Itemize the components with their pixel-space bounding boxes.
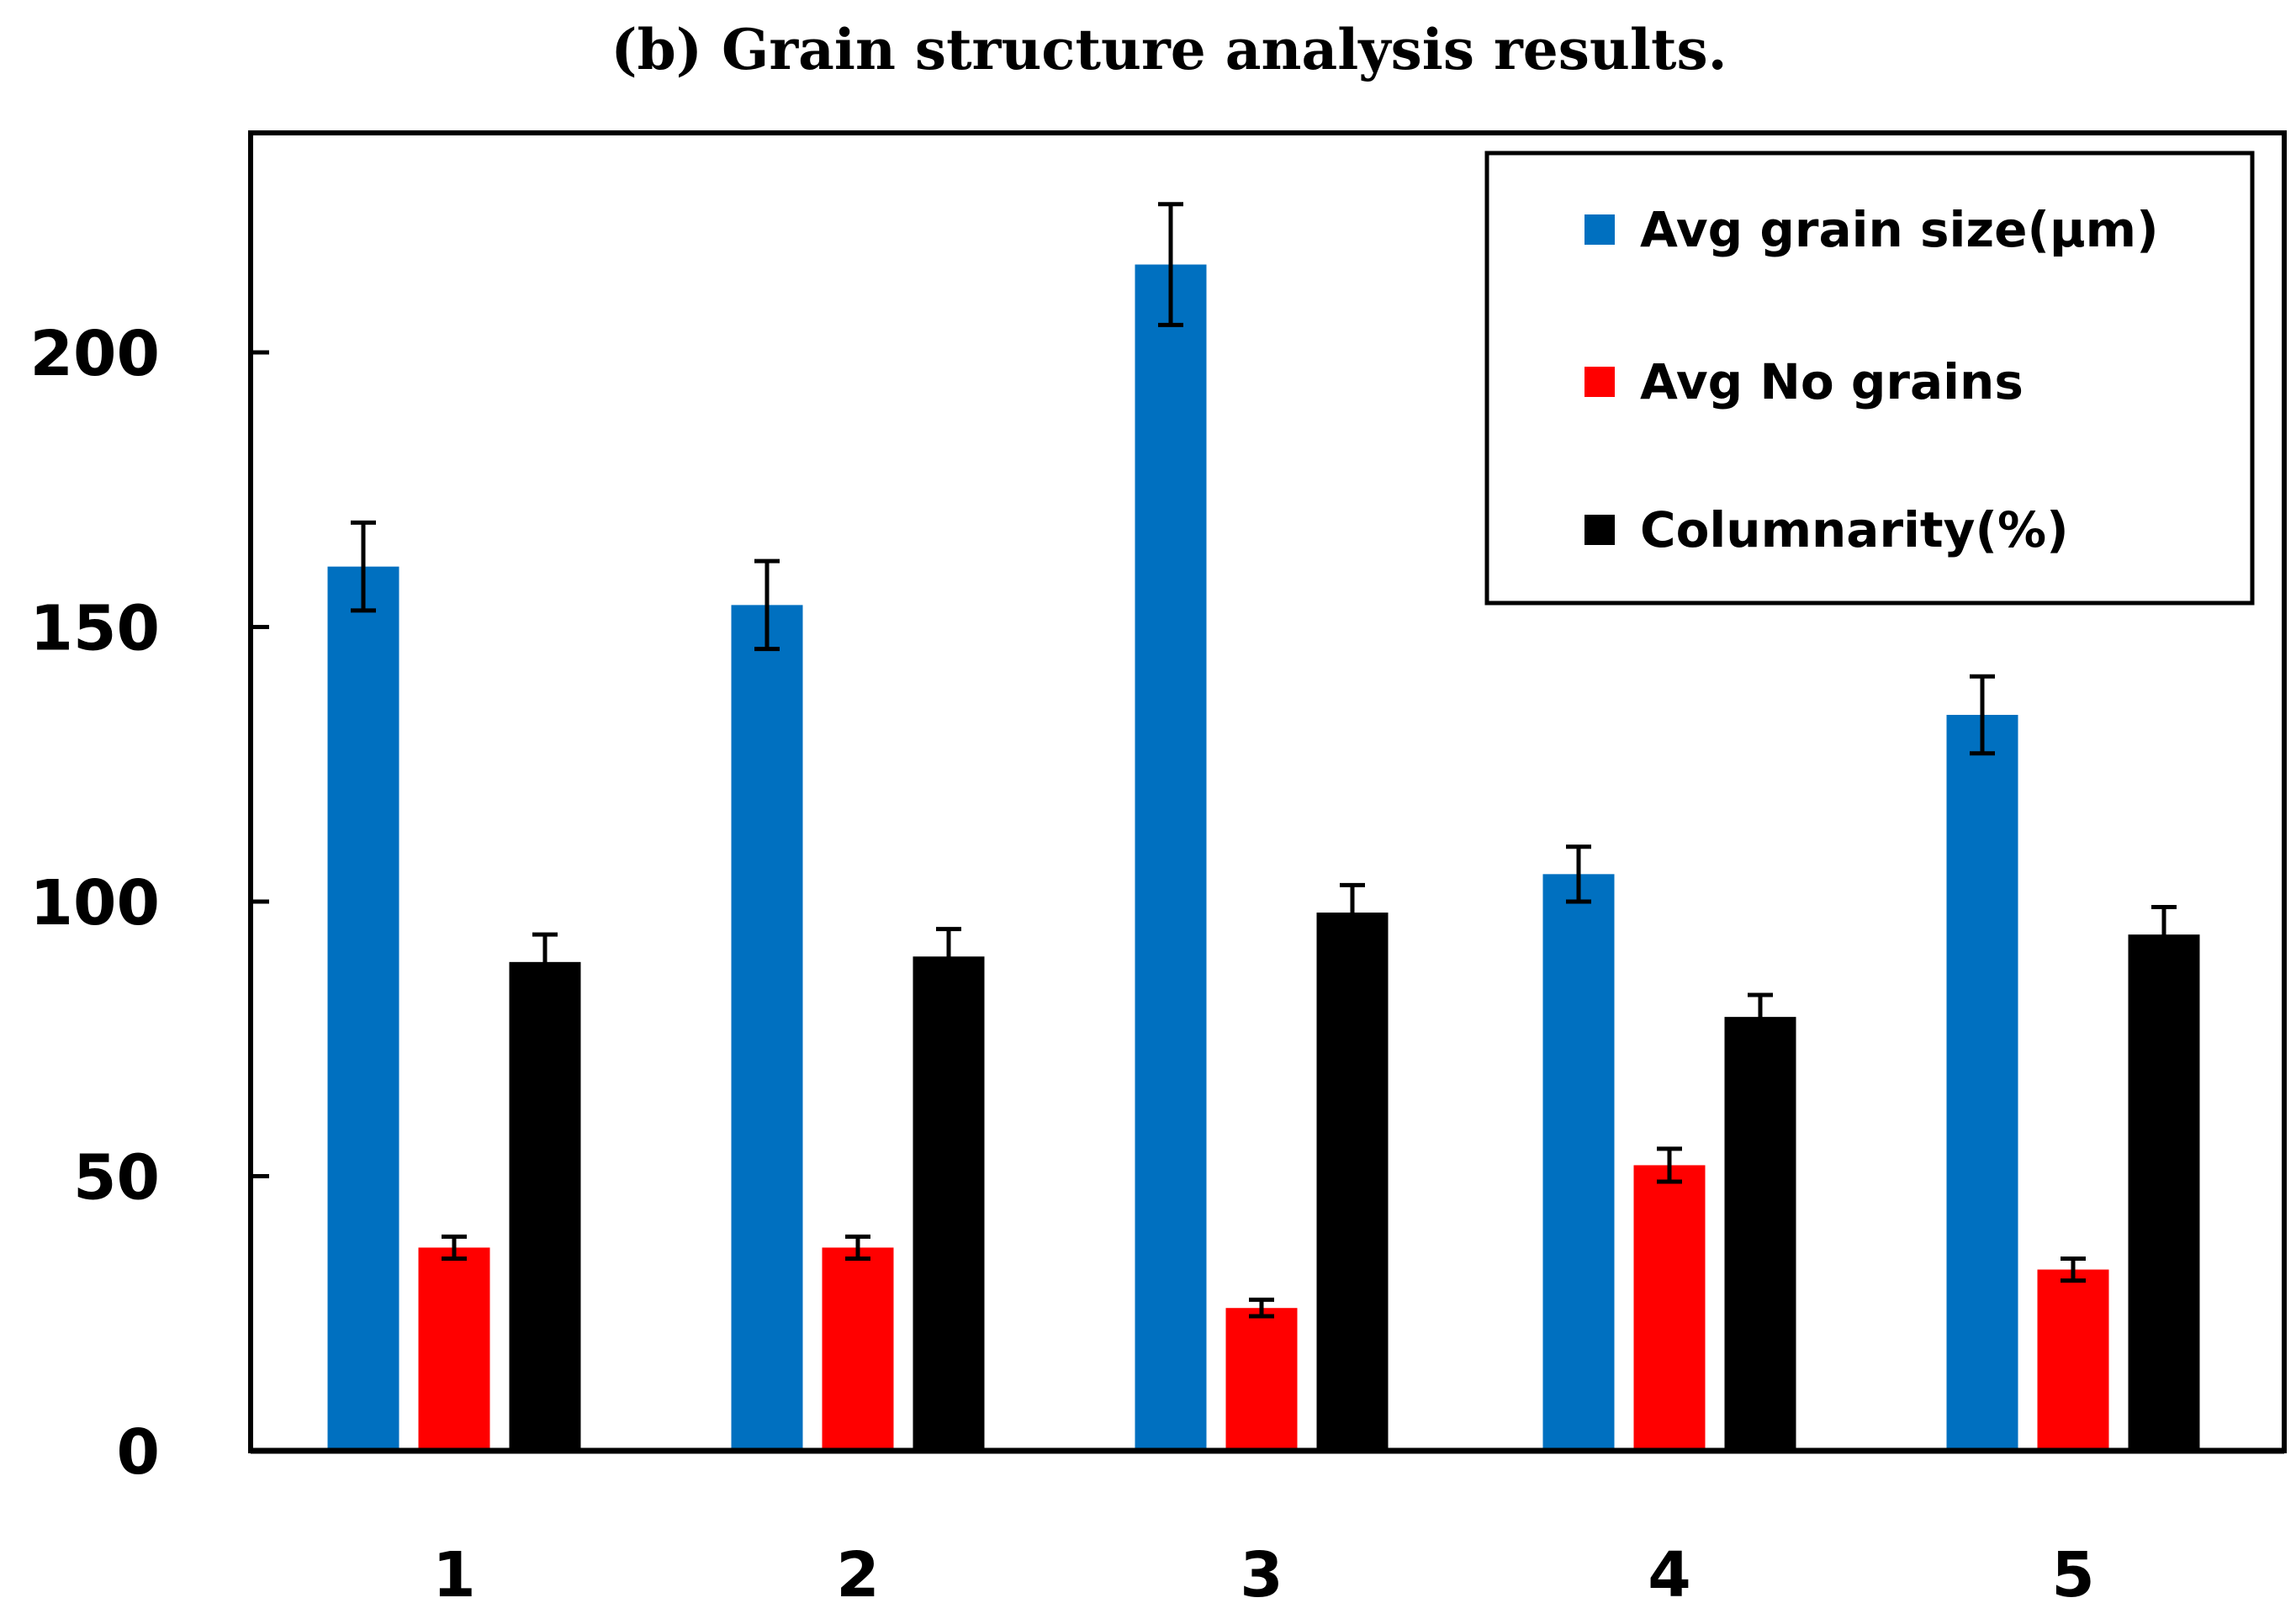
legend-swatch-avg-grain-size: [1584, 214, 1615, 245]
error-bar-avg-grain-size-2: [754, 558, 780, 652]
bar-avg-grain-size-5: [1946, 714, 2018, 1451]
bar-avg-no-grains-5: [2037, 1269, 2109, 1451]
error-bar-columnarity-2: [936, 927, 961, 987]
y-tick-label-200: 200: [30, 318, 160, 390]
bar-avg-no-grains-4: [1633, 1165, 1706, 1451]
x-tick-label-2: 2: [836, 1539, 880, 1611]
legend-swatch-columnarity: [1584, 515, 1615, 545]
bar-avg-no-grains-3: [1225, 1308, 1298, 1451]
error-bar-avg-grain-size-4: [1566, 844, 1591, 904]
bar-avg-grain-size-4: [1542, 874, 1615, 1451]
error-bar-columnarity-3: [1340, 882, 1365, 943]
bar-columnarity-4: [1724, 1017, 1796, 1451]
bar-columnarity-3: [1316, 913, 1389, 1451]
bars-layer: [327, 264, 2200, 1452]
x-tick-label-1: 1: [432, 1539, 476, 1611]
legend-label-columnarity: Columnarity(%): [1640, 501, 2069, 558]
error-bar-avg-grain-size-1: [351, 520, 376, 613]
error-bar-avg-no-grains-2: [845, 1234, 870, 1261]
error-bar-avg-grain-size-5: [1970, 674, 1995, 756]
error-bar-avg-grain-size-3: [1158, 202, 1183, 327]
legend-label-avg-no-grains: Avg No grains: [1640, 353, 2024, 410]
y-tick-label-50: 50: [73, 1142, 160, 1214]
bar-avg-grain-size-2: [731, 605, 803, 1451]
bar-columnarity-5: [2128, 934, 2200, 1451]
error-bar-avg-no-grains-1: [442, 1234, 467, 1261]
error-bar-columnarity-4: [1748, 992, 1773, 1041]
x-axis-ticks: 1 2 3 4 5: [432, 1539, 2095, 1611]
x-tick-label-3: 3: [1240, 1539, 1283, 1611]
legend: Avg grain size(μm) Avg No grains Columna…: [1484, 151, 2255, 606]
y-tick-label-0: 0: [117, 1416, 161, 1489]
bar-avg-grain-size-3: [1135, 264, 1207, 1451]
y-tick-label-100: 100: [30, 867, 160, 939]
legend-swatch-avg-no-grains: [1584, 367, 1615, 397]
error-bar-avg-no-grains-5: [2061, 1256, 2086, 1283]
x-tick-label-5: 5: [2051, 1539, 2095, 1611]
error-bar-columnarity-5: [2151, 905, 2177, 965]
y-tick-label-150: 150: [30, 593, 160, 665]
error-bar-avg-no-grains-3: [1249, 1297, 1274, 1319]
bar-avg-no-grains-2: [822, 1247, 894, 1451]
bar-avg-no-grains-1: [418, 1247, 490, 1451]
chart-title: (b) Grain structure analysis results.: [611, 17, 1727, 82]
bar-columnarity-2: [913, 956, 985, 1451]
x-tick-label-4: 4: [1648, 1539, 1691, 1611]
error-bar-columnarity-1: [532, 932, 558, 992]
error-bar-avg-no-grains-4: [1657, 1146, 1682, 1184]
bar-avg-grain-size-1: [327, 566, 399, 1452]
legend-label-avg-grain-size: Avg grain size(μm): [1640, 201, 2159, 258]
bar-columnarity-1: [509, 961, 581, 1451]
error-bars-layer: [351, 202, 2177, 1319]
y-axis-ticks: 0 50 100 150 200: [30, 318, 269, 1489]
